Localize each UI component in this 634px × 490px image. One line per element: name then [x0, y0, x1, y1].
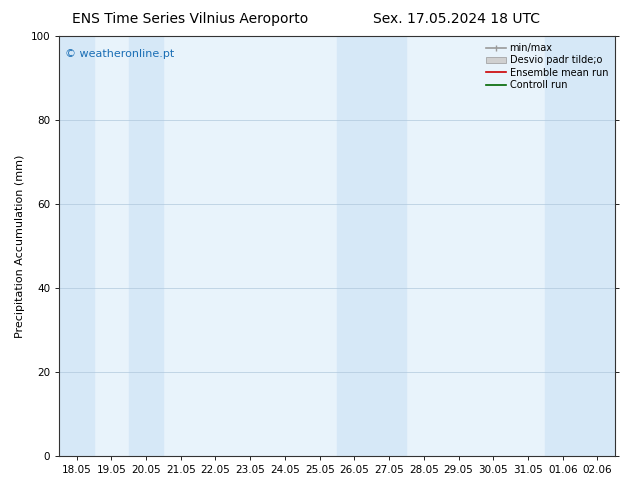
- Y-axis label: Precipitation Accumulation (mm): Precipitation Accumulation (mm): [15, 154, 25, 338]
- Bar: [337, 36, 406, 456]
- Bar: [545, 36, 615, 456]
- Bar: [59, 36, 94, 456]
- Text: ENS Time Series Vilnius Aeroporto: ENS Time Series Vilnius Aeroporto: [72, 12, 308, 26]
- Legend: min/max, Desvio padr tilde;o, Ensemble mean run, Controll run: min/max, Desvio padr tilde;o, Ensemble m…: [484, 41, 610, 92]
- Text: © weatheronline.pt: © weatheronline.pt: [65, 49, 174, 59]
- Text: Sex. 17.05.2024 18 UTC: Sex. 17.05.2024 18 UTC: [373, 12, 540, 26]
- Bar: [129, 36, 164, 456]
